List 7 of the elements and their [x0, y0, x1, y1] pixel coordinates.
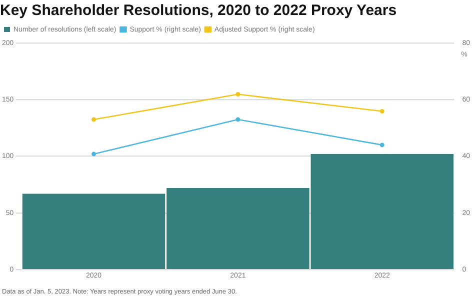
point [236, 117, 240, 122]
point [92, 152, 96, 156]
point [236, 92, 240, 97]
chart-title: Key Shareholder Resolutions, 2020 to 2022 Proxy Years [0, 2, 397, 20]
point [380, 142, 384, 148]
point [92, 117, 96, 122]
point [380, 109, 384, 114]
